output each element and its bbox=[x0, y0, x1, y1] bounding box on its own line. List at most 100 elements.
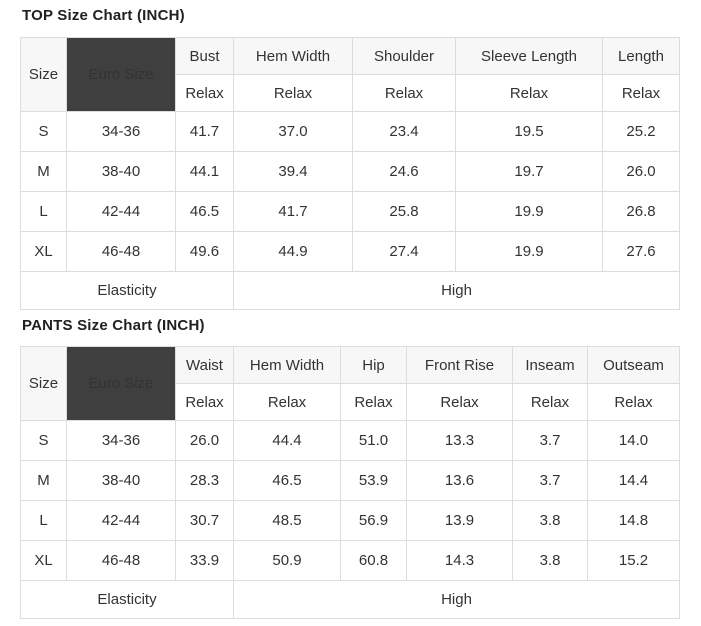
size-cell: M bbox=[20, 460, 67, 501]
pants-fit-cell: Relax bbox=[512, 383, 588, 421]
top-row-l: L 42-44 46.5 41.7 25.8 19.9 26.8 bbox=[20, 191, 680, 232]
pants-chart-title: PANTS Size Chart (INCH) bbox=[22, 317, 205, 334]
value-cell: 28.3 bbox=[175, 460, 234, 501]
pants-elasticity-value: High bbox=[233, 580, 680, 619]
value-cell: 3.7 bbox=[512, 460, 588, 501]
top-col-header-shoulder: Shoulder bbox=[352, 37, 456, 75]
top-chart-title: TOP Size Chart (INCH) bbox=[22, 7, 185, 24]
value-cell: 19.7 bbox=[455, 151, 603, 192]
value-cell: 13.9 bbox=[406, 500, 513, 541]
top-fit-cell: Relax bbox=[455, 74, 603, 112]
value-cell: 14.4 bbox=[587, 460, 680, 501]
pants-size-table: Size Euro Size Waist Hem Width Hip Front… bbox=[20, 346, 680, 619]
top-elasticity-value: High bbox=[233, 271, 680, 310]
value-cell: 19.9 bbox=[455, 231, 603, 272]
value-cell: 19.5 bbox=[455, 111, 603, 152]
value-cell: 53.9 bbox=[340, 460, 407, 501]
size-cell: XL bbox=[20, 540, 67, 581]
pants-size-header: Size bbox=[20, 346, 67, 421]
value-cell: 15.2 bbox=[587, 540, 680, 581]
value-cell: 26.0 bbox=[602, 151, 680, 192]
value-cell: 41.7 bbox=[175, 111, 234, 152]
size-cell: XL bbox=[20, 231, 67, 272]
size-cell: M bbox=[20, 151, 67, 192]
top-fit-cell: Relax bbox=[175, 74, 234, 112]
top-row-s: S 34-36 41.7 37.0 23.4 19.5 25.2 bbox=[20, 111, 680, 152]
value-cell: 46.5 bbox=[233, 460, 341, 501]
pants-row-xl: XL 46-48 33.9 50.9 60.8 14.3 3.8 15.2 bbox=[20, 540, 680, 581]
pants-col-header-waist: Waist bbox=[175, 346, 234, 384]
pants-col-header-outseam: Outseam bbox=[587, 346, 680, 384]
top-euro-size-header: Euro Size bbox=[66, 37, 176, 112]
euro-size-cell: 34-36 bbox=[66, 111, 176, 152]
top-row-m: M 38-40 44.1 39.4 24.6 19.7 26.0 bbox=[20, 151, 680, 192]
top-fit-cell: Relax bbox=[352, 74, 456, 112]
top-fit-cell: Relax bbox=[602, 74, 680, 112]
value-cell: 50.9 bbox=[233, 540, 341, 581]
size-cell: S bbox=[20, 420, 67, 461]
value-cell: 27.4 bbox=[352, 231, 456, 272]
top-row-xl: XL 46-48 49.6 44.9 27.4 19.9 27.6 bbox=[20, 231, 680, 272]
value-cell: 49.6 bbox=[175, 231, 234, 272]
value-cell: 13.6 bbox=[406, 460, 513, 501]
value-cell: 13.3 bbox=[406, 420, 513, 461]
value-cell: 30.7 bbox=[175, 500, 234, 541]
value-cell: 41.7 bbox=[233, 191, 353, 232]
top-col-header-sleeve-length: Sleeve Length bbox=[455, 37, 603, 75]
pants-col-header-hip: Hip bbox=[340, 346, 407, 384]
pants-row-l: L 42-44 30.7 48.5 56.9 13.9 3.8 14.8 bbox=[20, 500, 680, 541]
size-cell: L bbox=[20, 191, 67, 232]
top-col-header-length: Length bbox=[602, 37, 680, 75]
value-cell: 25.2 bbox=[602, 111, 680, 152]
euro-size-cell: 42-44 bbox=[66, 500, 176, 541]
value-cell: 14.8 bbox=[587, 500, 680, 541]
pants-fit-cell: Relax bbox=[233, 383, 341, 421]
value-cell: 3.7 bbox=[512, 420, 588, 461]
pants-fit-cell: Relax bbox=[406, 383, 513, 421]
value-cell: 27.6 bbox=[602, 231, 680, 272]
size-cell: L bbox=[20, 500, 67, 541]
pants-col-header-front-rise: Front Rise bbox=[406, 346, 513, 384]
pants-elasticity-label: Elasticity bbox=[20, 580, 234, 619]
value-cell: 25.8 bbox=[352, 191, 456, 232]
value-cell: 60.8 bbox=[340, 540, 407, 581]
value-cell: 24.6 bbox=[352, 151, 456, 192]
pants-euro-size-header: Euro Size bbox=[66, 346, 176, 421]
euro-size-cell: 46-48 bbox=[66, 231, 176, 272]
value-cell: 14.0 bbox=[587, 420, 680, 461]
value-cell: 3.8 bbox=[512, 540, 588, 581]
value-cell: 26.8 bbox=[602, 191, 680, 232]
euro-size-cell: 42-44 bbox=[66, 191, 176, 232]
value-cell: 3.8 bbox=[512, 500, 588, 541]
top-elasticity-label: Elasticity bbox=[20, 271, 234, 310]
value-cell: 51.0 bbox=[340, 420, 407, 461]
top-size-header: Size bbox=[20, 37, 67, 112]
value-cell: 26.0 bbox=[175, 420, 234, 461]
pants-col-header-hem-width: Hem Width bbox=[233, 346, 341, 384]
pants-row-s: S 34-36 26.0 44.4 51.0 13.3 3.7 14.0 bbox=[20, 420, 680, 461]
value-cell: 23.4 bbox=[352, 111, 456, 152]
pants-col-header-inseam: Inseam bbox=[512, 346, 588, 384]
top-fit-cell: Relax bbox=[233, 74, 353, 112]
top-col-header-hem-width: Hem Width bbox=[233, 37, 353, 75]
euro-size-cell: 38-40 bbox=[66, 151, 176, 192]
pants-fit-cell: Relax bbox=[175, 383, 234, 421]
value-cell: 19.9 bbox=[455, 191, 603, 232]
value-cell: 56.9 bbox=[340, 500, 407, 541]
euro-size-cell: 34-36 bbox=[66, 420, 176, 461]
value-cell: 44.9 bbox=[233, 231, 353, 272]
value-cell: 14.3 bbox=[406, 540, 513, 581]
top-size-table: Size Euro Size Bust Hem Width Shoulder S… bbox=[20, 37, 680, 310]
value-cell: 44.1 bbox=[175, 151, 234, 192]
top-col-header-bust: Bust bbox=[175, 37, 234, 75]
pants-fit-cell: Relax bbox=[587, 383, 680, 421]
size-cell: S bbox=[20, 111, 67, 152]
pants-fit-cell: Relax bbox=[340, 383, 407, 421]
value-cell: 48.5 bbox=[233, 500, 341, 541]
value-cell: 37.0 bbox=[233, 111, 353, 152]
pants-row-m: M 38-40 28.3 46.5 53.9 13.6 3.7 14.4 bbox=[20, 460, 680, 501]
value-cell: 39.4 bbox=[233, 151, 353, 192]
value-cell: 46.5 bbox=[175, 191, 234, 232]
value-cell: 33.9 bbox=[175, 540, 234, 581]
